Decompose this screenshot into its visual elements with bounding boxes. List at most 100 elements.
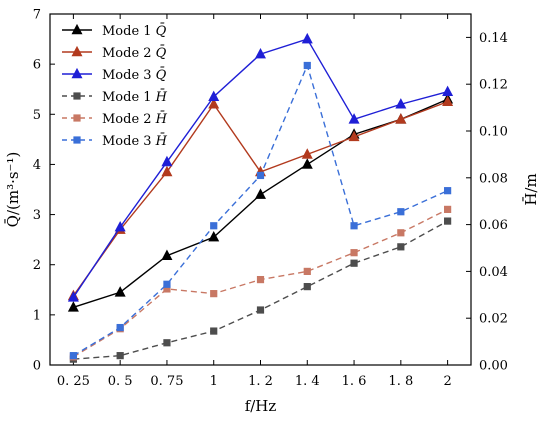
legend-label: Mode 1 Q̄ [102,23,167,39]
legend-marker [71,23,83,35]
data-point [67,291,79,302]
data-point [301,148,313,159]
series-6 [69,61,452,360]
legend-entry: Mode 2 H̄ [62,111,168,127]
data-point [348,113,360,124]
data-point [348,130,360,142]
data-point [208,90,220,102]
data-point [350,259,358,267]
data-point [442,95,454,107]
x-tick-label: 1. 8 [388,374,413,389]
y-right-tick-label: 0.14 [479,31,508,46]
data-point [301,32,313,44]
data-point [69,352,77,360]
legend: Mode 1 Q̄ Mode 2 Q̄ Mode 3 Q̄ Mode 1 H̄ Mode 2 H̄… [62,23,168,149]
data-point [256,306,265,314]
data-point [255,47,266,59]
data-point [442,85,454,97]
series-3 [67,32,454,302]
data-point [67,301,79,312]
legend-entry: Mode 1 H̄ [62,89,168,105]
legend-entry: Mode 3 Q̄ [62,67,167,83]
series-layer [67,32,454,363]
data-point [161,155,173,167]
x-tick-label: 1. 2 [248,374,273,389]
legend-label: Mode 2 H̄ [102,111,168,127]
legend-marker [71,67,83,79]
data-point [210,222,218,230]
data-point [444,187,452,195]
series-4 [69,217,452,363]
ticks: 0. 25 0. 5 0. 75 1 1. 2 1. 4 1. 6 1. 8 2 0 1 2 3 4 5 6 7… [33,8,508,390]
legend-marker [73,114,81,122]
data-point [161,165,173,177]
data-point [303,283,311,291]
x-tick-label: 1. 4 [295,374,320,389]
data-point [208,230,220,242]
y-left-tick-label: 7 [33,8,41,23]
y-left-tick-label: 1 [33,308,41,323]
data-point [444,205,452,213]
legend-marker [71,45,83,57]
series-line [73,220,448,360]
legend-marker [73,136,81,144]
data-point [161,249,173,260]
data-point [303,267,311,275]
data-point [116,323,124,332]
data-point [397,208,405,216]
y-right-axis-title: H̄/m [522,173,540,205]
data-point [350,222,358,230]
y-right-tick-label: 0.02 [479,312,508,327]
x-axis-title: f/Hz [245,397,277,415]
y-left-tick-label: 4 [33,158,41,173]
legend-label: Mode 3 H̄ [102,133,168,149]
y-left-tick-label: 2 [33,258,41,273]
y-right-tick-label: 0.12 [479,78,508,93]
data-point [208,98,220,109]
y-right-tick-label: 0.04 [479,265,508,280]
data-point [163,339,171,347]
data-point [397,229,405,237]
data-point [350,249,358,257]
legend-label: Mode 3 Q̄ [102,67,167,83]
y-left-axis-title: Q̄/(m³·s⁻¹) [4,152,22,228]
x-tick-label: 1 [210,374,218,389]
data-point [395,113,407,124]
x-tick-label: 0. 25 [57,374,90,389]
data-point [256,275,265,284]
data-point [210,290,218,298]
x-tick-label: 2 [443,374,451,389]
y-right-tick-label: 0.06 [479,218,508,233]
data-point [395,98,407,109]
legend-entry: Mode 3 H̄ [62,133,168,149]
series-5 [69,205,452,361]
data-point [163,285,171,293]
x-tick-label: 0. 75 [150,374,183,389]
x-tick-label: 1. 6 [342,374,367,389]
axis-titles: f/Hz Q̄/(m³·s⁻¹) H̄/m [4,152,540,415]
y-right-tick-label: 0.10 [479,125,508,140]
legend-label: Mode 2 Q̄ [102,45,167,61]
x-tick-label: 0. 5 [108,374,133,389]
legend-marker [73,92,81,100]
data-point [301,158,313,169]
y-left-tick-label: 3 [33,208,41,223]
data-point [444,217,452,225]
data-point [210,327,218,335]
data-point [303,61,311,70]
data-point [397,243,405,251]
y-right-tick-label: 0.00 [479,359,508,374]
y-left-tick-label: 6 [33,58,41,73]
legend-entry: Mode 1 Q̄ [62,23,167,39]
data-point [116,352,124,360]
data-point [163,280,171,288]
data-point [114,220,126,232]
data-point [255,188,266,199]
legend-label: Mode 1 H̄ [102,89,168,105]
data-point [114,286,126,297]
data-point [256,171,265,180]
legend-entry: Mode 2 Q̄ [62,45,167,61]
y-left-tick-label: 5 [33,108,41,123]
y-left-tick-label: 0 [33,359,41,374]
